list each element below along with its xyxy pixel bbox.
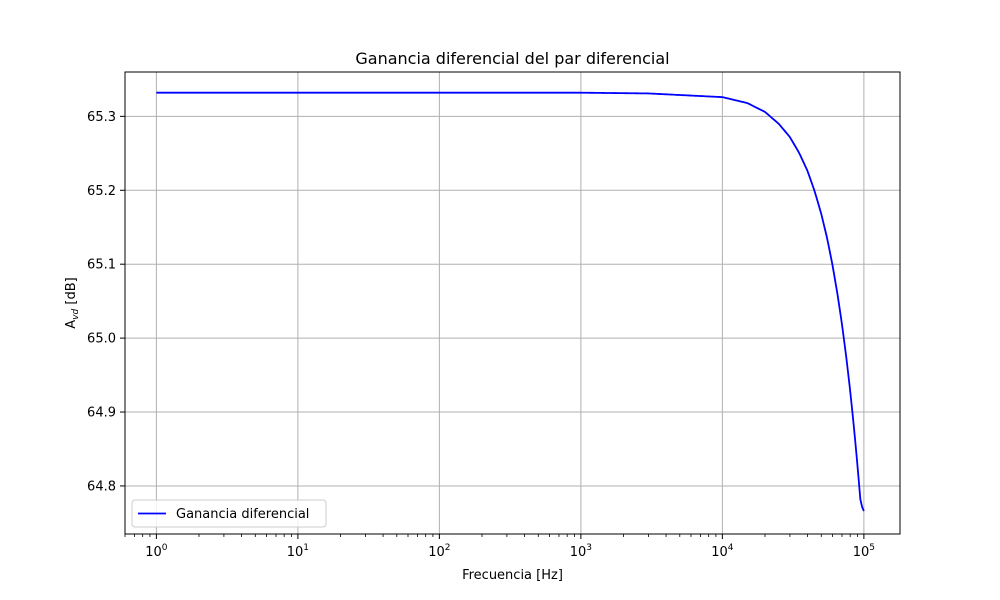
y-axis-title-sub: vd xyxy=(71,308,81,319)
x-tick-label-base: 10 xyxy=(428,545,445,560)
x-tick-label-base: 10 xyxy=(570,545,587,560)
series-line xyxy=(156,91,865,512)
y-tick-label: 65.2 xyxy=(87,184,116,199)
x-tick-label-exp: 0 xyxy=(162,543,168,553)
x-tick-label-base: 10 xyxy=(287,545,304,560)
y-axis-ticks: 64.8 64.9 65.0 65.1 65.2 65.3 xyxy=(87,110,125,494)
y-axis-title-main: A xyxy=(64,320,79,329)
x-tick-label-exp: 2 xyxy=(445,543,451,553)
legend: Ganancia diferencial xyxy=(131,499,327,528)
y-tick-label: 65.3 xyxy=(87,110,116,125)
x-tick-label: 101 xyxy=(287,543,309,560)
x-tick-label-exp: 5 xyxy=(869,543,875,553)
x-axis-ticks: 100 101 102 103 104 105 xyxy=(124,534,875,560)
y-tick-label: 64.8 xyxy=(87,479,116,494)
plot-frame xyxy=(124,71,901,535)
x-tick-label: 100 xyxy=(145,543,168,560)
x-tick-label-exp: 4 xyxy=(728,543,734,553)
x-tick-label: 103 xyxy=(570,543,592,560)
x-tick-label-exp: 3 xyxy=(586,543,592,553)
series-layer xyxy=(156,91,865,512)
y-tick-label: 65.1 xyxy=(87,258,116,273)
y-axis-title-unit: [dB] xyxy=(64,277,79,308)
grid xyxy=(125,72,900,534)
legend-box xyxy=(131,499,327,528)
y-tick-label: 65.0 xyxy=(87,332,116,347)
x-tick-label-base: 10 xyxy=(853,545,870,560)
x-tick-label: 102 xyxy=(428,543,450,560)
y-axis-title: Avd [dB] xyxy=(64,277,81,328)
chart-title: Ganancia diferencial del par diferencial xyxy=(355,49,669,68)
x-tick-label-base: 10 xyxy=(145,545,162,560)
x-tick-label-base: 10 xyxy=(711,545,728,560)
y-tick-label: 64.9 xyxy=(87,406,116,421)
x-tick-label: 105 xyxy=(853,543,875,560)
legend-label: Ganancia diferencial xyxy=(176,507,309,522)
x-axis-title: Frecuencia [Hz] xyxy=(462,568,563,583)
x-tick-label-exp: 1 xyxy=(303,543,309,553)
x-tick-label: 104 xyxy=(711,543,734,560)
